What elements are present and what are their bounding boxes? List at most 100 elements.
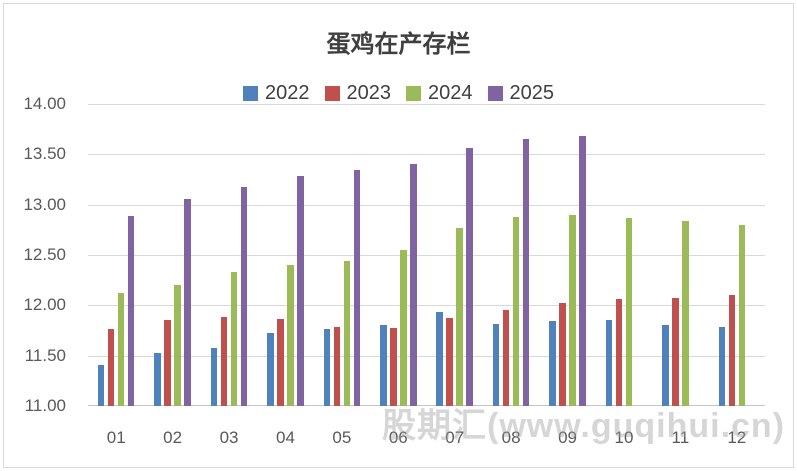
- legend-item-2025: 2025: [487, 82, 555, 105]
- y-axis: 11.00 11.50 12.00 12.50 13.00 13.50 14.00: [0, 95, 66, 415]
- bar-2024-02: [174, 285, 181, 406]
- legend-item-2024: 2024: [406, 82, 473, 105]
- bar-2022-10: [605, 320, 613, 406]
- gridline: [88, 104, 765, 105]
- legend-swatch-icon: [406, 86, 421, 101]
- bar-2024-10: [625, 217, 633, 406]
- bar-2022-09: [549, 321, 556, 406]
- chart-title: 蛋鸡在产存栏: [326, 32, 471, 58]
- legend-swatch-icon: [324, 86, 340, 101]
- bar-2022-06: [380, 324, 387, 406]
- bar-2023-06: [390, 327, 397, 406]
- bar-2023-02: [164, 320, 171, 406]
- legend-label: 2025: [509, 82, 555, 104]
- bar-2023-01: [107, 328, 115, 406]
- bar-2022-08: [492, 323, 500, 406]
- legend-item-2023: 2023: [324, 82, 392, 105]
- bar-2022-11: [662, 324, 669, 406]
- bar-group-12: [718, 224, 756, 406]
- legend-label: 2023: [346, 82, 392, 104]
- bar-group-02: [154, 198, 191, 406]
- x-tick-label: 10: [614, 428, 634, 447]
- bar-group-01: [97, 215, 135, 406]
- bar-group-07: [436, 148, 473, 406]
- bar-2025-03: [240, 186, 248, 406]
- bar-2025-04: [297, 175, 304, 406]
- x-tick-label: 02: [163, 428, 183, 447]
- bar-2023-09: [559, 303, 566, 406]
- bar-2025-07: [466, 148, 473, 406]
- bar-2025-06: [410, 164, 417, 406]
- bar-2022-03: [210, 347, 218, 406]
- bar-2024-09: [569, 214, 576, 406]
- bar-2023-12: [728, 295, 736, 406]
- bar-group-05: [323, 170, 361, 406]
- bar-2024-05: [343, 261, 351, 406]
- x-tick-label: 05: [332, 428, 352, 447]
- bar-2023-08: [502, 310, 510, 406]
- x-tick-label: 01: [106, 428, 126, 447]
- bar-2025-05: [353, 170, 361, 406]
- x-tick-label: 03: [219, 428, 239, 447]
- bar-2023-07: [446, 318, 453, 406]
- bar-2022-04: [267, 332, 274, 406]
- bar-2024-11: [682, 220, 689, 406]
- bar-2024-08: [512, 216, 520, 406]
- bar-group-04: [267, 175, 304, 406]
- bar-2025-08: [522, 139, 530, 406]
- gridline: [88, 356, 765, 357]
- bar-group-06: [380, 164, 417, 406]
- bar-2023-11: [672, 298, 679, 406]
- legend-item-2022: 2022: [243, 82, 310, 105]
- y-tick-label: 14.00: [23, 94, 66, 113]
- bar-group-10: [605, 217, 643, 406]
- gridline: [88, 255, 765, 256]
- bar-2024-12: [738, 224, 746, 406]
- bar-2022-01: [97, 364, 105, 406]
- bar-group-11: [662, 220, 699, 406]
- bar-2025-02: [184, 198, 191, 406]
- bar-group-09: [549, 136, 586, 406]
- bar-2022-12: [718, 326, 726, 406]
- x-tick-label: 08: [501, 428, 521, 447]
- bar-2025-09: [579, 136, 586, 406]
- bar-2022-05: [323, 328, 331, 406]
- bar-2024-06: [400, 250, 407, 406]
- y-tick-label: 12.00: [23, 295, 66, 315]
- bar-2025-01: [127, 215, 135, 406]
- bar-group-03: [210, 186, 248, 406]
- legend: 2022 2023 2024 2025: [0, 82, 797, 105]
- legend-swatch-icon: [487, 86, 503, 101]
- bar-2024-07: [456, 227, 463, 406]
- bar-2023-04: [277, 319, 284, 406]
- y-tick-label: 13.00: [23, 194, 66, 214]
- bar-group-08: [492, 139, 530, 406]
- gridline: [88, 205, 765, 206]
- gridline: [88, 154, 765, 155]
- gridline: [88, 305, 765, 306]
- legend-label: 2024: [428, 82, 473, 104]
- x-tick-label: 06: [388, 428, 408, 447]
- x-tick-label: 09: [558, 428, 577, 447]
- x-axis: 01 02 03 04 05 06 07 08 09 10 11 12: [88, 422, 765, 454]
- bar-2024-01: [117, 293, 125, 406]
- x-tick-label: 07: [445, 428, 465, 447]
- x-tick-label: 11: [671, 428, 690, 447]
- y-tick-label: 13.50: [23, 144, 66, 164]
- x-axis-line: [88, 405, 765, 406]
- x-tick-label: 04: [275, 428, 295, 447]
- bar-2024-04: [287, 265, 294, 406]
- plot-area: [88, 104, 765, 406]
- legend-swatch-icon: [243, 86, 258, 101]
- bar-2024-03: [230, 272, 238, 406]
- bar-2022-07: [436, 312, 443, 406]
- legend-label: 2022: [265, 82, 310, 104]
- bar-2023-10: [615, 299, 623, 406]
- y-tick-label: 11.50: [24, 345, 66, 365]
- y-tick-label: 12.50: [23, 245, 66, 264]
- bar-2023-05: [333, 326, 341, 406]
- y-tick-label: 11.00: [24, 396, 66, 415]
- bar-2023-03: [220, 317, 228, 406]
- bar-2022-02: [154, 352, 161, 406]
